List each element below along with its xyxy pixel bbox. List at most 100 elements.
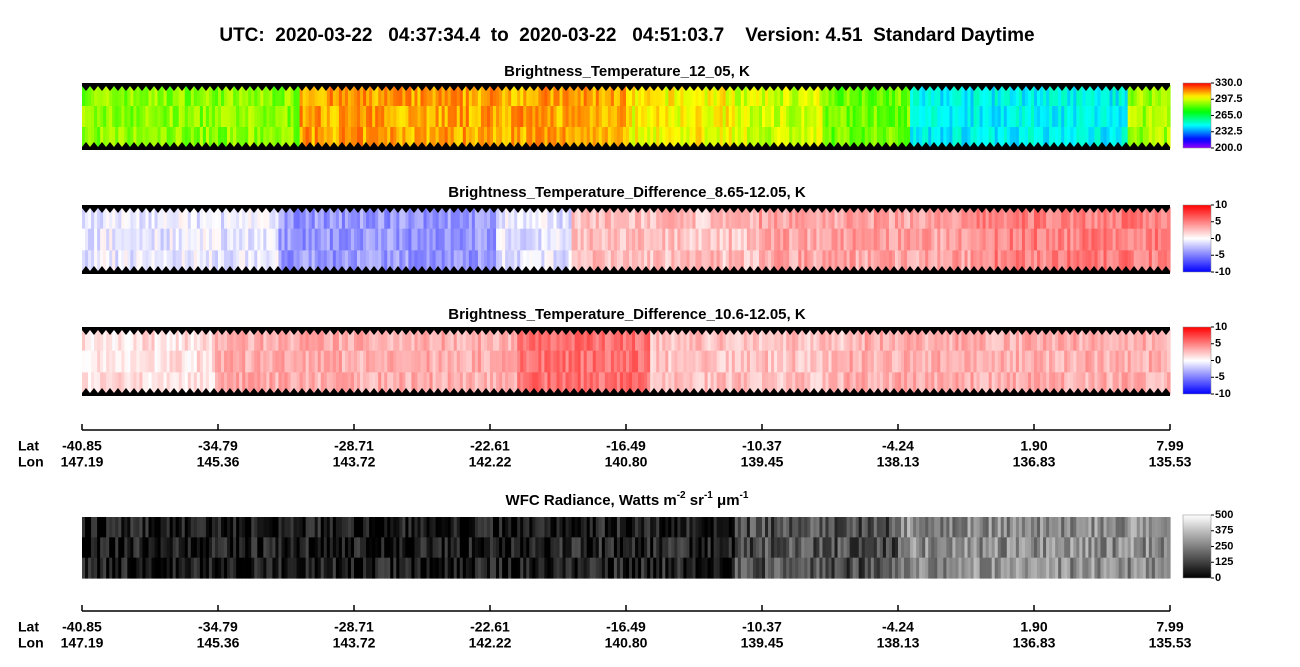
pixel-strip <box>997 557 1002 579</box>
pixel-strip <box>740 557 745 579</box>
pixel-strip <box>946 250 950 273</box>
pixel-strip <box>136 127 141 149</box>
pixel-strip <box>749 207 754 230</box>
pixel-strip <box>1103 250 1108 273</box>
pixel-strip <box>1012 537 1017 559</box>
pixel-strip <box>338 350 343 373</box>
pixel-strip <box>586 127 591 149</box>
pixel-strip <box>499 372 503 395</box>
pixel-strip <box>1073 207 1077 230</box>
pixel-strip <box>230 228 234 251</box>
pixel-strip <box>302 350 307 373</box>
pixel-strip <box>311 557 316 579</box>
pixel-strip <box>1003 372 1008 395</box>
pixel-strip <box>109 250 113 273</box>
pixel-strip <box>704 207 709 230</box>
pixel-strip <box>692 537 697 559</box>
pixel-strip <box>326 228 331 251</box>
pixel-strip <box>535 127 539 149</box>
pixel-strip <box>629 106 633 128</box>
axis-row-label: Lat <box>18 619 39 635</box>
pixel-strip <box>360 372 364 395</box>
pixel-strip <box>369 127 373 149</box>
pixel-strip <box>810 127 814 149</box>
pixel-strip <box>1030 517 1035 538</box>
pixel-strip <box>553 127 558 149</box>
pixel-strip <box>1043 85 1047 107</box>
colorbar-tick-label: -5 <box>1215 371 1225 383</box>
pixel-strip <box>284 127 289 149</box>
pixel-strip <box>115 557 119 579</box>
pixel-strip <box>493 207 497 230</box>
pixel-strip <box>644 228 648 251</box>
pixel-strip <box>317 85 322 107</box>
pixel-strip <box>496 250 500 273</box>
pixel-strip <box>468 250 473 273</box>
pixel-strip <box>958 517 963 538</box>
pixel-strip <box>1064 207 1068 230</box>
pixel-strip <box>674 250 678 273</box>
pixel-strip <box>193 517 198 538</box>
pixel-strip <box>858 350 863 373</box>
pixel-strip <box>211 350 216 373</box>
pixel-strip <box>1157 517 1162 538</box>
pixel-strip <box>85 372 89 395</box>
pixel-strip <box>190 372 195 395</box>
pixel-strip <box>1136 85 1141 107</box>
pixel-strip <box>1073 250 1077 273</box>
pixel-strip <box>384 127 388 149</box>
pixel-strip <box>650 250 654 273</box>
pixel-strip <box>804 250 808 273</box>
pixel-strip <box>499 250 503 273</box>
pixel-strip <box>979 228 984 251</box>
pixel-strip <box>354 517 358 538</box>
lon-tick-label: 145.36 <box>197 635 240 651</box>
pixel-strip <box>136 517 141 538</box>
pixel-strip <box>221 537 225 559</box>
pixel-strip <box>1085 106 1089 128</box>
pixel-strip <box>411 350 416 373</box>
pixel-strip <box>662 207 666 230</box>
pixel-strip <box>619 228 624 251</box>
pixel-strip <box>758 537 763 559</box>
pixel-strip <box>393 106 397 128</box>
pixel-strip <box>789 106 793 128</box>
pixel-strip <box>160 85 165 107</box>
pixel-strip <box>1040 127 1044 149</box>
pixel-strip <box>1109 250 1114 273</box>
pixel-strip <box>692 350 697 373</box>
pixel-strip <box>1157 207 1162 230</box>
pixel-strip <box>958 350 963 373</box>
pixel-strip <box>783 250 787 273</box>
pixel-strip <box>350 350 355 373</box>
pixel-strip <box>499 106 503 128</box>
pixel-strip <box>1024 517 1029 538</box>
pixel-strip <box>529 106 533 128</box>
pixel-strip <box>281 557 286 579</box>
pixel-strip <box>1118 207 1123 230</box>
pixel-strip <box>1073 127 1077 149</box>
pixel-strip <box>284 250 289 273</box>
pixel-strip <box>904 85 908 107</box>
pixel-strip <box>580 517 585 538</box>
pixel-strip <box>997 106 1002 128</box>
pixel-strip <box>704 85 709 107</box>
pixel-strip <box>523 85 527 107</box>
pixel-strip <box>1043 372 1047 395</box>
pixel-strip <box>547 350 552 373</box>
pixel-strip <box>1046 557 1050 579</box>
pixel-strip <box>780 557 784 579</box>
pixel-strip <box>641 127 645 149</box>
pixel-strip <box>819 372 824 395</box>
pixel-strip <box>205 557 210 579</box>
pixel-strip <box>870 85 875 107</box>
pixel-strip <box>946 207 950 230</box>
pixel-strip <box>861 207 866 230</box>
pixel-strip <box>529 127 533 149</box>
pixel-strip <box>387 207 391 230</box>
pixel-strip <box>447 85 452 107</box>
pixel-strip <box>263 350 267 373</box>
pixel-strip <box>589 557 594 579</box>
pixel-strip <box>218 250 222 273</box>
pixel-strip <box>964 350 969 373</box>
